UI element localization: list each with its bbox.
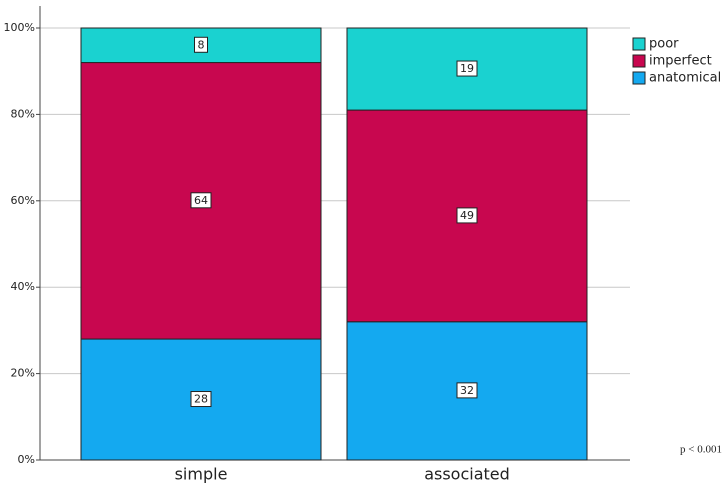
value-label-box: [456, 207, 478, 224]
value-label-box: [190, 192, 212, 209]
value-label-box: [190, 391, 212, 408]
x-tick-label: simple: [175, 465, 228, 484]
value-label: 32: [460, 384, 474, 397]
value-label-group: 32: [456, 382, 478, 399]
value-label-group: 64: [190, 192, 212, 209]
value-label: 8: [198, 38, 205, 51]
value-label-group: 28: [190, 391, 212, 408]
y-tick-label: 60%: [11, 194, 35, 207]
y-tick-label: 100%: [4, 21, 35, 34]
legend-swatch: [632, 71, 646, 85]
legend-label: imperfect: [649, 54, 712, 69]
annotation: p < 0.001: [680, 444, 722, 456]
value-label-box: [456, 60, 478, 77]
x-tick-label: associated: [424, 465, 510, 484]
value-label-group: 19: [456, 60, 478, 77]
y-tick-label: 80%: [11, 107, 35, 120]
value-label-group: 49: [456, 207, 478, 224]
value-label-box: [456, 382, 478, 399]
value-label-box: [194, 36, 208, 53]
legend-swatch: [632, 37, 646, 51]
value-label: 49: [460, 209, 474, 222]
legend-swatch: [632, 54, 646, 68]
value-label: 64: [194, 194, 208, 207]
value-label: 28: [194, 393, 208, 406]
legend-label: anatomical: [649, 71, 721, 86]
value-label-group: 8: [194, 36, 208, 53]
legend-label: poor: [649, 37, 679, 52]
y-tick-label: 20%: [11, 367, 35, 380]
value-label: 19: [460, 62, 474, 75]
y-tick-label: 0%: [18, 453, 35, 466]
y-tick-label: 40%: [11, 280, 35, 293]
